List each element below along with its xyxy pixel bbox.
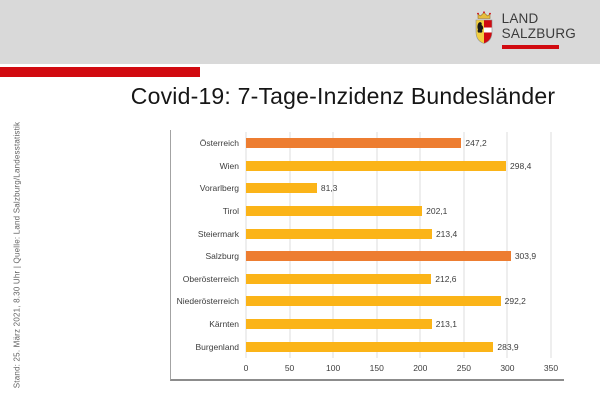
logo-underline xyxy=(501,45,559,49)
logo-line-salzburg: SALZBURG xyxy=(501,26,576,41)
bar-track: 213,4 xyxy=(246,222,551,245)
bar xyxy=(246,228,432,239)
bar xyxy=(246,296,501,307)
salzburg-logo: LAND SALZBURG xyxy=(473,11,576,50)
bar-track: 292,2 xyxy=(246,290,551,313)
bar-track: 202,1 xyxy=(246,200,551,223)
bar-row: Steiermark 213,4 xyxy=(171,222,564,245)
value-label: 213,4 xyxy=(435,228,458,239)
value-label: 303,9 xyxy=(514,251,537,262)
category-label: Burgenland xyxy=(195,341,239,352)
bar-track: 283,9 xyxy=(246,335,551,358)
category-label: Salzburg xyxy=(205,251,239,262)
category-label: Oberösterreich xyxy=(182,273,239,284)
salzburg-crest-icon xyxy=(473,11,495,50)
logo-line-land: LAND xyxy=(501,11,539,26)
x-axis-tick-label: 0 xyxy=(243,363,249,373)
x-axis-tick-label: 350 xyxy=(543,363,559,373)
category-label: Tirol xyxy=(222,206,239,217)
gridline xyxy=(376,132,378,358)
gridline xyxy=(550,132,552,358)
bar-row: Tirol 202,1 xyxy=(171,200,564,223)
bar-row: Oberösterreich 212,6 xyxy=(171,268,564,291)
bar-row: Vorarlberg 81,3 xyxy=(171,177,564,200)
gridline xyxy=(245,132,247,358)
bar-row: Salzburg 303,9 xyxy=(171,245,564,268)
bar-track: 298,4 xyxy=(246,155,551,178)
source-note: Stand: 25. März 2021, 8.30 Uhr | Quelle:… xyxy=(12,121,22,389)
value-label: 298,4 xyxy=(510,160,532,171)
bar xyxy=(246,138,462,149)
category-label: Vorarlberg xyxy=(199,183,239,194)
bar-track: 213,1 xyxy=(246,313,551,336)
category-label: Steiermark xyxy=(197,228,239,239)
gridline xyxy=(289,132,291,358)
bar-track: 81,3 xyxy=(246,177,551,200)
bar-row: Kärnten 213,1 xyxy=(171,313,564,336)
category-label: Kärnten xyxy=(209,319,239,330)
gridline xyxy=(463,132,465,358)
header-band xyxy=(0,0,600,64)
bar-row: Wien 298,4 xyxy=(171,155,564,178)
bar xyxy=(246,273,432,284)
bar xyxy=(246,251,511,262)
chart-rows: Österreich 247,2 Wien 298,4 Vorarlberg 81,3 Ti… xyxy=(171,132,564,358)
x-axis-tick-label: 150 xyxy=(369,363,384,373)
bar xyxy=(246,319,432,330)
category-label: Österreich xyxy=(199,138,239,149)
value-label: 213,1 xyxy=(435,319,457,330)
value-label: 247,2 xyxy=(465,138,487,149)
bar-row: Österreich 247,2 xyxy=(171,132,564,155)
page-title: Covid-19: 7-Tage-Inzidenz Bundesländer xyxy=(130,83,556,109)
x-axis-tick-label: 100 xyxy=(326,363,341,373)
x-axis-tick-label: 50 xyxy=(284,363,295,373)
x-axis-tick-label: 300 xyxy=(500,363,515,373)
bar-row: Burgenland 283,9 xyxy=(171,335,564,358)
bar xyxy=(246,206,423,217)
red-accent-bar xyxy=(0,67,200,77)
bar xyxy=(246,183,317,194)
gridline xyxy=(332,132,334,358)
category-label: Wien xyxy=(219,160,239,171)
category-label: Niederösterreich xyxy=(176,296,239,307)
value-label: 292,2 xyxy=(504,296,526,307)
x-axis-tick-label: 250 xyxy=(456,363,471,373)
bar-row: Niederösterreich 292,2 xyxy=(171,290,564,313)
value-label: 212,6 xyxy=(435,273,457,284)
x-axis-tick-label: 200 xyxy=(413,363,428,373)
gridline xyxy=(506,132,508,358)
bar xyxy=(246,160,507,171)
bar xyxy=(246,341,494,352)
chart-ticks: 0 50 100 150 200 250 300 350 xyxy=(243,363,558,375)
value-label: 283,9 xyxy=(497,341,519,352)
bar-track: 212,6 xyxy=(246,268,551,291)
bar-chart: Österreich 247,2 Wien 298,4 Vorarlberg 81,3 Ti… xyxy=(170,130,564,381)
value-label: 81,3 xyxy=(320,183,338,194)
bar-track: 303,9 xyxy=(246,245,551,268)
gridline xyxy=(419,132,421,358)
chart-grid xyxy=(245,132,552,358)
bar-track: 247,2 xyxy=(246,132,551,155)
value-label: 202,1 xyxy=(426,206,448,217)
logo-text: LAND SALZBURG xyxy=(501,11,576,49)
